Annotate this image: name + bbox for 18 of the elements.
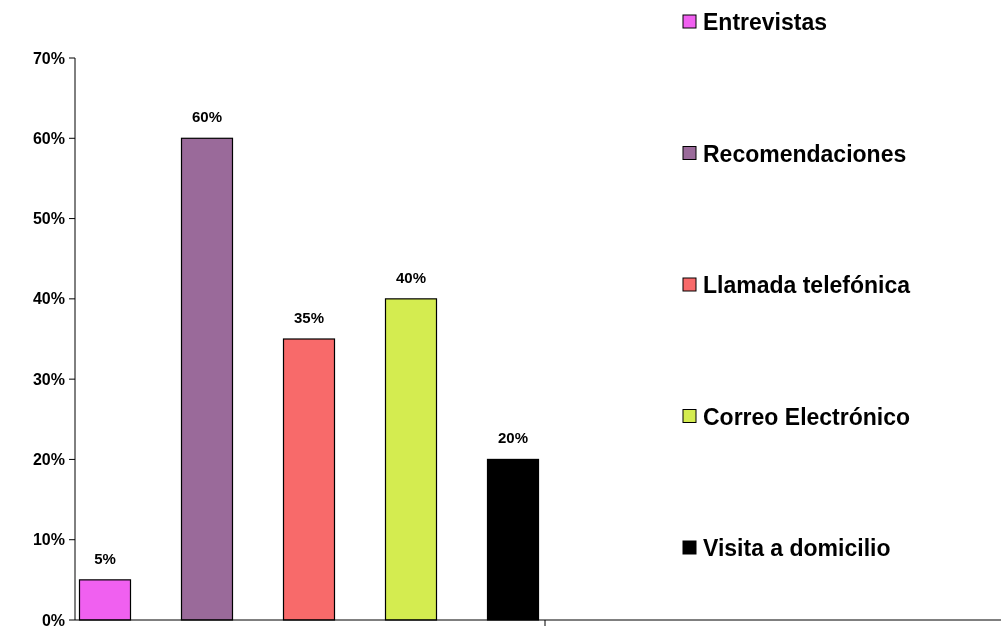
total-label: 40% bbox=[395, 268, 427, 286]
y-tick-label: 70% bbox=[32, 49, 65, 67]
total-label: 35% bbox=[293, 309, 325, 326]
y-tick-label: 20% bbox=[32, 451, 65, 469]
legend-label: Correo Electrónico bbox=[703, 403, 911, 430]
y-tick-label: 10% bbox=[32, 531, 65, 549]
y-tick-label: 40% bbox=[32, 290, 65, 308]
y-tick-label: 30% bbox=[32, 370, 65, 388]
legend-label: Recomendaciones bbox=[703, 140, 907, 167]
total-label: 5% bbox=[94, 549, 116, 567]
y-tick-label: 60% bbox=[32, 129, 65, 147]
legend-label: Visita a domicilio bbox=[703, 535, 891, 562]
legend-label: Entrevistas bbox=[703, 9, 828, 36]
y-tick-label: 50% bbox=[32, 210, 65, 228]
total-label: 60% bbox=[191, 108, 223, 126]
y-tick-label: 0% bbox=[41, 611, 65, 629]
legend-label: Llamada telefónica bbox=[703, 272, 911, 299]
total-label: 20% bbox=[497, 429, 529, 447]
